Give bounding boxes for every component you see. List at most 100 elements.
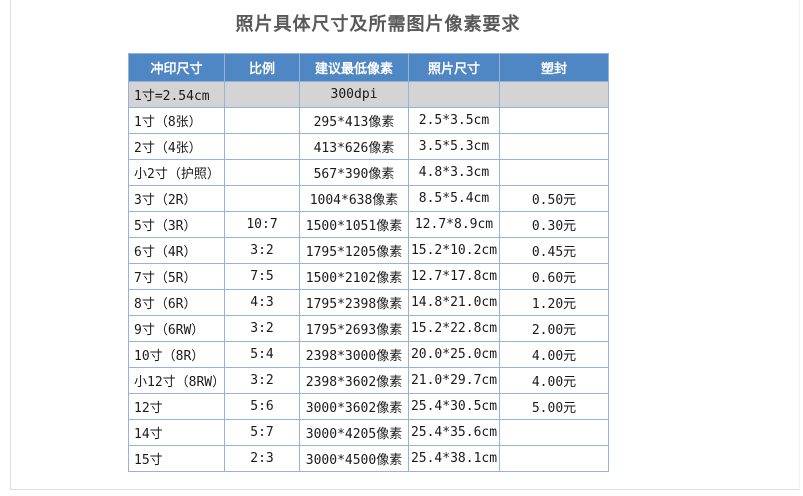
cell-print-size: 小12寸（8RW）: [128, 367, 225, 394]
cell-laminate: [499, 81, 609, 108]
cell-print-size: 3寸（2R）: [128, 185, 225, 212]
cell-ratio: [224, 159, 300, 186]
table-row: 2寸（4张） 413*626像素 3.5*5.3cm: [128, 133, 609, 160]
cell-laminate: 4.00元: [499, 367, 609, 394]
cell-photo-size: 20.0*25.0cm: [408, 341, 500, 368]
cell-photo-size: 25.4*30.5cm: [408, 393, 500, 420]
table-row: 6寸（4R） 3:2 1795*1205像素 15.2*10.2cm 0.45元: [128, 237, 609, 264]
table-row: 7寸（5R） 7:5 1500*2102像素 12.7*17.8cm 0.60元: [128, 263, 609, 290]
cell-min-pixels: 2398*3000像素: [299, 341, 409, 368]
cell-ratio: 7:5: [224, 263, 300, 290]
cell-print-size: 7寸（5R）: [128, 263, 225, 290]
cell-ratio: [224, 81, 300, 108]
table-row: 1寸（8张） 295*413像素 2.5*3.5cm: [128, 107, 609, 134]
cell-ratio: 4:3: [224, 289, 300, 316]
cell-ratio: 5:7: [224, 419, 300, 446]
table-row: 9寸（6RW） 3:2 1795*2693像素 15.2*22.8cm 2.00元: [128, 315, 609, 342]
cell-min-pixels: 1795*1205像素: [299, 237, 409, 264]
cell-min-pixels: 567*390像素: [299, 159, 409, 186]
cell-print-size: 10寸（8R）: [128, 341, 225, 368]
cell-laminate: [499, 107, 609, 134]
cell-min-pixels: 3000*4205像素: [299, 419, 409, 446]
cell-photo-size: 12.7*8.9cm: [408, 211, 500, 238]
table-row: 小12寸（8RW） 3:2 2398*3602像素 21.0*29.7cm 4.00元: [128, 367, 609, 394]
cell-min-pixels: 300dpi: [299, 81, 409, 108]
table-row: 14寸 5:7 3000*4205像素 25.4*35.6cm: [128, 419, 609, 446]
cell-photo-size: [408, 81, 500, 108]
cell-print-size: 1寸=2.54cm: [128, 81, 225, 108]
cell-ratio: 3:2: [224, 367, 300, 394]
col-header-photo-size: 照片尺寸: [408, 53, 500, 82]
cell-min-pixels: 3000*3602像素: [299, 393, 409, 420]
table-row: 1寸=2.54cm 300dpi: [128, 81, 609, 108]
table-row: 8寸（6R） 4:3 1795*2398像素 14.8*21.0cm 1.20元: [128, 289, 609, 316]
table-row: 小2寸（护照） 567*390像素 4.8*3.3cm: [128, 159, 609, 186]
cell-ratio: 3:2: [224, 237, 300, 264]
cell-print-size: 5寸（3R）: [128, 211, 225, 238]
cell-photo-size: 25.4*35.6cm: [408, 419, 500, 446]
cell-ratio: 10:7: [224, 211, 300, 238]
cell-laminate: 5.00元: [499, 393, 609, 420]
table-row: 5寸（3R） 10:7 1500*1051像素 12.7*8.9cm 0.30元: [128, 211, 609, 238]
cell-laminate: 0.60元: [499, 263, 609, 290]
cell-ratio: [224, 107, 300, 134]
cell-min-pixels: 1795*2398像素: [299, 289, 409, 316]
cell-laminate: [499, 133, 609, 160]
cell-min-pixels: 3000*4500像素: [299, 445, 409, 472]
cell-photo-size: 14.8*21.0cm: [408, 289, 500, 316]
cell-print-size: 8寸（6R）: [128, 289, 225, 316]
cell-photo-size: 21.0*29.7cm: [408, 367, 500, 394]
col-header-ratio: 比例: [224, 53, 300, 82]
table-container: 冲印尺寸 比例 建议最低像素 照片尺寸 塑封 1寸=2.54cm 300dpi 1寸…: [128, 53, 609, 472]
cell-laminate: [499, 419, 609, 446]
cell-print-size: 9寸（6RW）: [128, 315, 225, 342]
cell-photo-size: 3.5*5.3cm: [408, 133, 500, 160]
table-row: 12寸 5:6 3000*3602像素 25.4*30.5cm 5.00元: [128, 393, 609, 420]
cell-min-pixels: 1500*1051像素: [299, 211, 409, 238]
cell-laminate: 1.20元: [499, 289, 609, 316]
cell-photo-size: 4.8*3.3cm: [408, 159, 500, 186]
cell-photo-size: 12.7*17.8cm: [408, 263, 500, 290]
page-title: 照片具体尺寸及所需图片像素要求: [235, 14, 521, 35]
cell-laminate: [499, 445, 609, 472]
cell-print-size: 14寸: [128, 419, 225, 446]
cell-ratio: 5:4: [224, 341, 300, 368]
cell-ratio: 5:6: [224, 393, 300, 420]
photo-size-table: 冲印尺寸 比例 建议最低像素 照片尺寸 塑封 1寸=2.54cm 300dpi 1寸…: [128, 53, 609, 472]
cell-ratio: 3:2: [224, 315, 300, 342]
cell-ratio: [224, 133, 300, 160]
cell-laminate: 4.00元: [499, 341, 609, 368]
cell-min-pixels: 295*413像素: [299, 107, 409, 134]
cell-min-pixels: 1795*2693像素: [299, 315, 409, 342]
cell-laminate: 0.50元: [499, 185, 609, 212]
cell-print-size: 6寸（4R）: [128, 237, 225, 264]
cell-min-pixels: 2398*3602像素: [299, 367, 409, 394]
cell-laminate: 0.45元: [499, 237, 609, 264]
table-header-row: 冲印尺寸 比例 建议最低像素 照片尺寸 塑封: [128, 53, 609, 82]
table-row: 15寸 2:3 3000*4500像素 25.4*38.1cm: [128, 445, 609, 472]
cell-laminate: [499, 159, 609, 186]
col-header-min-pixels: 建议最低像素: [299, 53, 409, 82]
cell-print-size: 1寸（8张）: [128, 107, 225, 134]
table-row: 10寸（8R） 5:4 2398*3000像素 20.0*25.0cm 4.00元: [128, 341, 609, 368]
cell-min-pixels: 1004*638像素: [299, 185, 409, 212]
cell-print-size: 15寸: [128, 445, 225, 472]
cell-ratio: [224, 185, 300, 212]
cell-photo-size: 15.2*10.2cm: [408, 237, 500, 264]
cell-print-size: 小2寸（护照）: [128, 159, 225, 186]
cell-photo-size: 2.5*3.5cm: [408, 107, 500, 134]
cell-laminate: 2.00元: [499, 315, 609, 342]
cell-print-size: 12寸: [128, 393, 225, 420]
col-header-print-size: 冲印尺寸: [128, 53, 225, 82]
cell-photo-size: 25.4*38.1cm: [408, 445, 500, 472]
cell-print-size: 2寸（4张）: [128, 133, 225, 160]
cell-ratio: 2:3: [224, 445, 300, 472]
page-frame: 照片具体尺寸及所需图片像素要求 冲印尺寸 比例 建议最低像素 照片尺寸 塑封 1…: [10, 0, 800, 490]
cell-laminate: 0.30元: [499, 211, 609, 238]
cell-min-pixels: 1500*2102像素: [299, 263, 409, 290]
cell-min-pixels: 413*626像素: [299, 133, 409, 160]
cell-photo-size: 15.2*22.8cm: [408, 315, 500, 342]
cell-photo-size: 8.5*5.4cm: [408, 185, 500, 212]
table-row: 3寸（2R） 1004*638像素 8.5*5.4cm 0.50元: [128, 185, 609, 212]
col-header-laminate: 塑封: [499, 53, 609, 82]
